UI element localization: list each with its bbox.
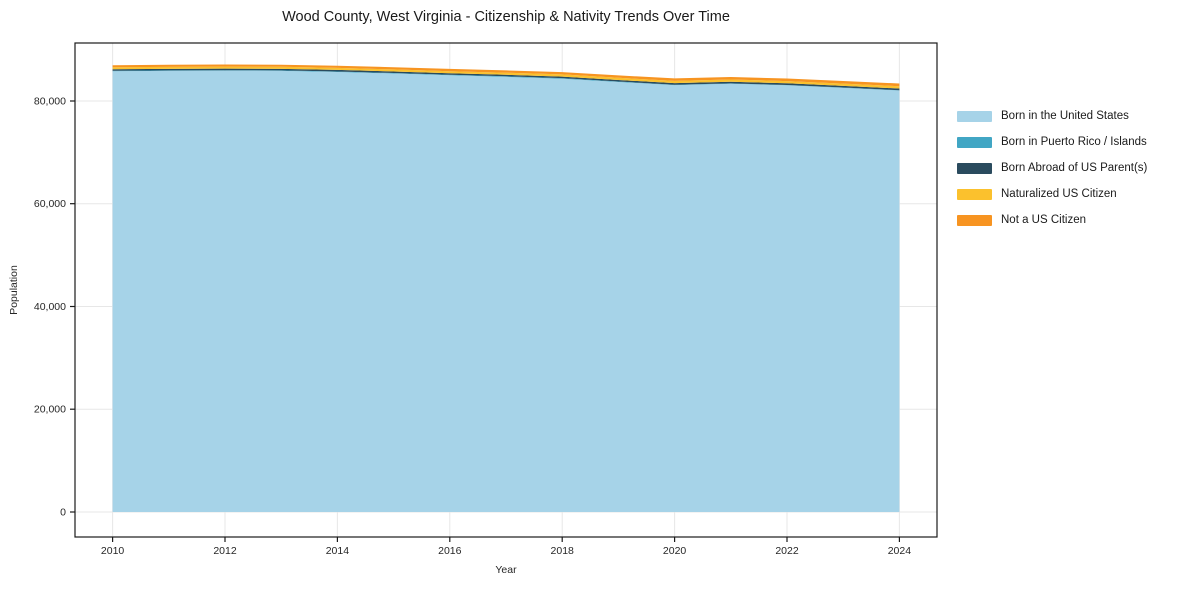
plot-border xyxy=(74,42,938,538)
legend-swatch xyxy=(957,162,992,174)
legend: Born in the United States Born in Puerto … xyxy=(957,103,1147,233)
legend-swatch xyxy=(957,136,992,148)
y-tick-label: 0 xyxy=(60,507,66,519)
legend-swatch xyxy=(957,214,992,226)
legend-label: Born in Puerto Rico / Islands xyxy=(1001,136,1147,148)
legend-label: Naturalized US Citizen xyxy=(1001,188,1117,200)
x-tick-label: 2016 xyxy=(438,545,462,557)
legend-item-born-in-the-united-states: Born in the United States xyxy=(957,103,1147,129)
x-tick-label: 2022 xyxy=(775,545,799,557)
y-tick-label: 20,000 xyxy=(34,404,66,416)
legend-item-born-abroad-of-us-parent-s: Born Abroad of US Parent(s) xyxy=(957,155,1147,181)
legend-item-not-a-us-citizen: Not a US Citizen xyxy=(957,207,1147,233)
x-tick-label: 2010 xyxy=(101,545,125,557)
x-tick-label: 2014 xyxy=(326,545,350,557)
legend-label: Born Abroad of US Parent(s) xyxy=(1001,162,1148,174)
legend-item-born-in-puerto-rico-islands: Born in Puerto Rico / Islands xyxy=(957,129,1147,155)
legend-item-naturalized-us-citizen: Naturalized US Citizen xyxy=(957,181,1147,207)
x-tick-label: 2018 xyxy=(551,545,575,557)
y-axis-label: Population xyxy=(8,265,20,315)
x-tick-label: 2020 xyxy=(663,545,687,557)
legend-swatch xyxy=(957,188,992,200)
legend-label: Born in the United States xyxy=(1001,110,1129,122)
chart-title: Wood County, West Virginia - Citizenship… xyxy=(282,9,730,25)
area-born-in-the-united-states xyxy=(112,70,900,512)
x-axis-label: Year xyxy=(495,564,517,576)
x-tick-label: 2012 xyxy=(213,545,237,557)
area-not-a-us-citizen xyxy=(112,64,900,87)
y-tick-label: 40,000 xyxy=(34,301,66,313)
x-tick-label: 2024 xyxy=(888,545,912,557)
y-tick-label: 60,000 xyxy=(34,198,66,210)
legend-label: Not a US Citizen xyxy=(1001,214,1087,226)
y-tick-label: 80,000 xyxy=(34,96,66,108)
legend-swatch xyxy=(957,110,992,122)
